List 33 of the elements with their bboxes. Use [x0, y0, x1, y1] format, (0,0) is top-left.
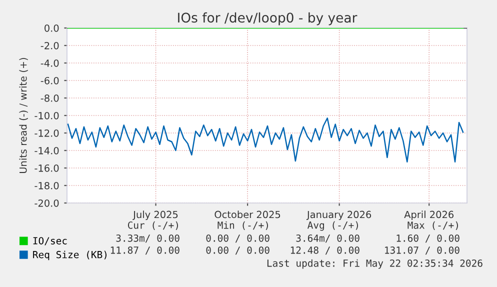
- text: 131.07 / 0.00: [385, 246, 460, 255]
- text: 1.60 / 0.00: [396, 234, 460, 243]
- text: 3.33m/ 0.00: [116, 234, 180, 243]
- y-tick-label: -18.0: [34, 182, 59, 190]
- chart-title: IOs for /dev/loop0 - by year: [178, 12, 358, 26]
- text: 0.00 / 0.00: [206, 234, 270, 243]
- legend-label: IO/sec: [33, 237, 67, 246]
- y-tick-label: 0.0: [44, 24, 59, 32]
- text: Last update: Fri May 22 02:35:34 2026: [267, 259, 482, 269]
- text: 3.64m/ 0.00: [296, 234, 360, 243]
- text: 12.48 / 0.00: [290, 246, 360, 255]
- x-tick-label: July 2025: [132, 210, 178, 220]
- y-tick-label: -16.0: [34, 164, 59, 172]
- text: Min (-/+): [218, 221, 268, 230]
- y-tick-label: -12.0: [34, 129, 59, 137]
- x-tick-label: October 2025: [214, 210, 280, 218]
- y-tick-label: -14.0: [34, 146, 59, 154]
- y-tick-label: -2.0: [40, 42, 59, 50]
- text: Max (-/+): [408, 221, 458, 230]
- text: 11.87 / 0.00: [110, 246, 180, 255]
- y-tick-label: -8.0: [40, 94, 59, 102]
- y-tick-label: -6.0: [40, 76, 59, 84]
- text: 0.00 / 0.00: [206, 246, 270, 255]
- y-tick-label: -20.0: [34, 199, 59, 207]
- text: Avg (-/+): [308, 221, 358, 231]
- y-tick-label: -4.0: [40, 59, 59, 67]
- x-tick-label: April 2026: [404, 210, 454, 220]
- legend-label: Req Size (KB): [33, 250, 106, 260]
- line-series: [67, 118, 464, 162]
- y-tick-label: -10.0: [34, 112, 59, 120]
- x-tick-label: January 2026: [306, 210, 372, 220]
- text: Cur (-/+): [128, 221, 178, 230]
- y-axis-title: Units read (-) / write (+): [19, 58, 28, 174]
